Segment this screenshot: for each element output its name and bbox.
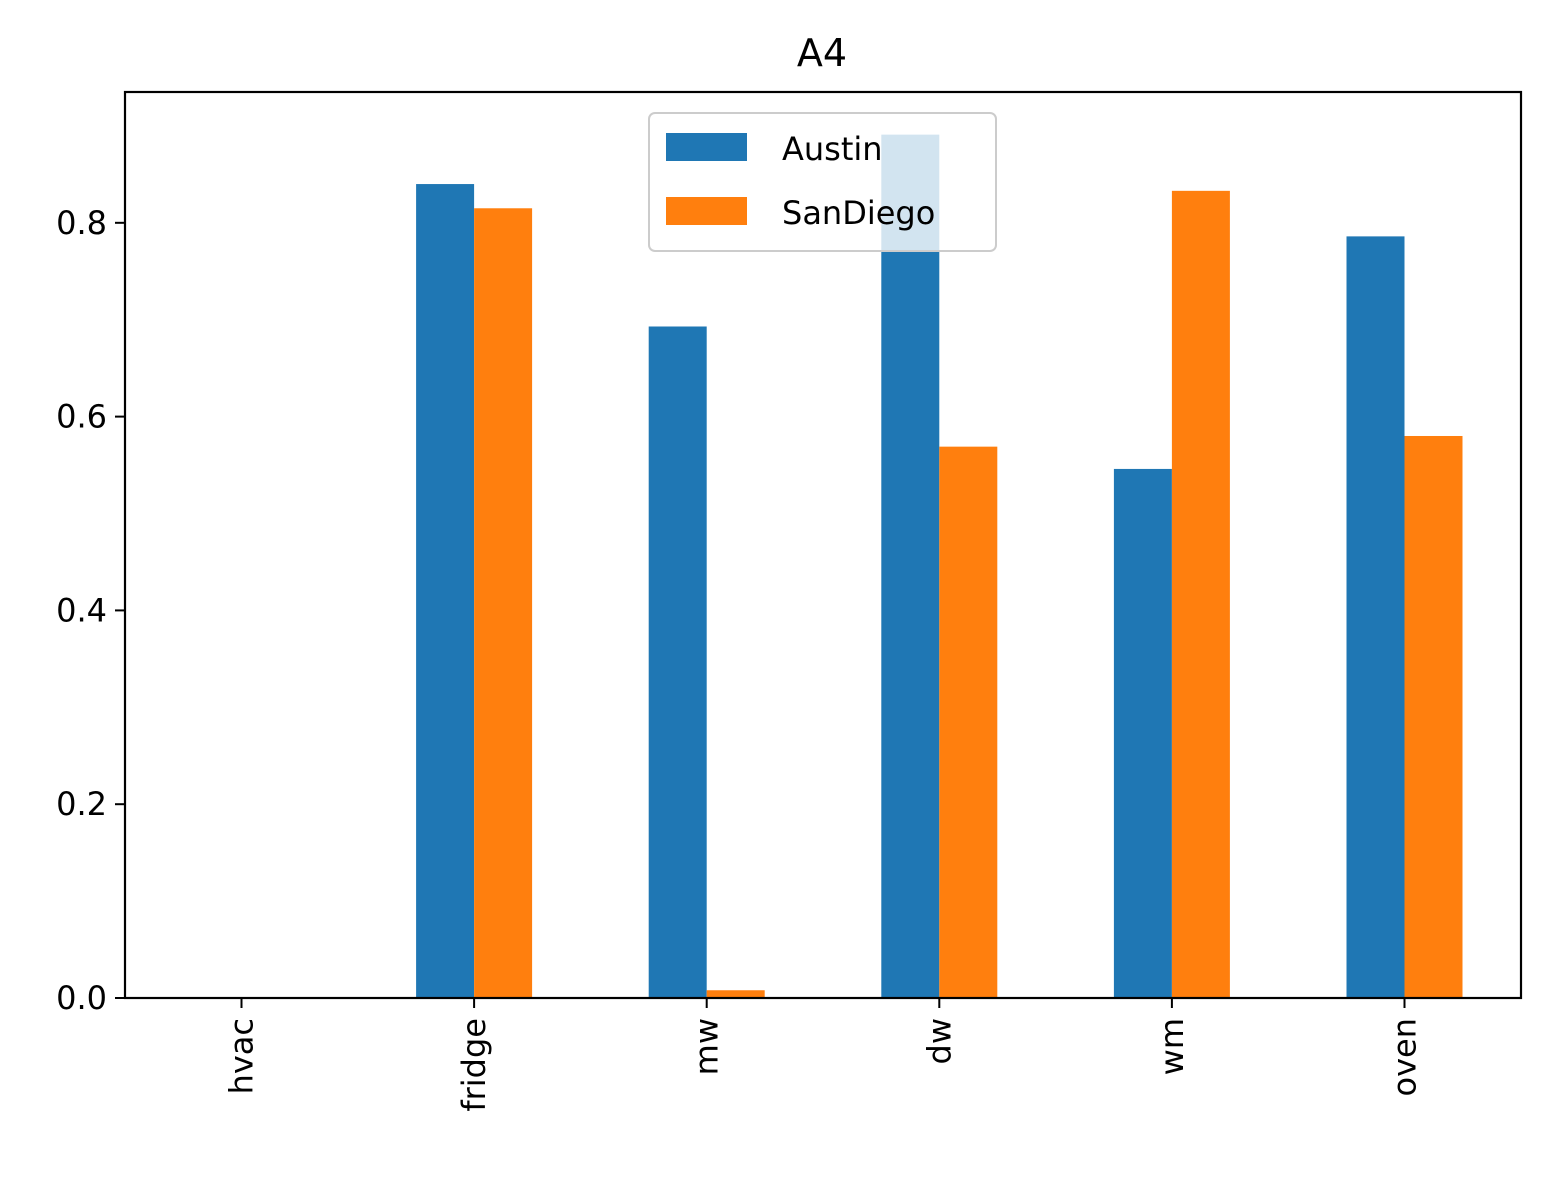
bar-austin-fridge: [416, 184, 475, 999]
x-tick-label-wm: wm: [1153, 1018, 1191, 1075]
y-tick-label-0.8: 0.8: [56, 204, 107, 242]
legend-label-austin: Austin: [782, 130, 883, 168]
x-axis: hvac fridge mw dw wm oven: [223, 998, 1424, 1112]
legend-swatch-austin: [666, 133, 747, 161]
x-tick-label-mw: mw: [688, 1018, 726, 1075]
legend-label-sandiego: SanDiego: [782, 194, 935, 232]
chart-title: A4: [797, 31, 847, 75]
y-tick-label-0.0: 0.0: [56, 979, 107, 1017]
legend-swatch-sandiego: [666, 197, 747, 225]
y-tick-label-0.4: 0.4: [56, 591, 107, 629]
bar-sandiego-fridge: [474, 208, 533, 998]
bar-sandiego-oven: [1404, 435, 1463, 998]
bar-austin-dw: [881, 134, 940, 998]
y-axis: 0.0 0.2 0.4 0.6 0.8: [56, 204, 125, 1017]
bars-group: [416, 134, 1463, 999]
bar-austin-wm: [1113, 468, 1172, 998]
legend: Austin SanDiego: [648, 112, 997, 252]
x-tick-label-oven: oven: [1386, 1018, 1424, 1096]
y-tick-label-0.2: 0.2: [56, 785, 107, 823]
bar-austin-mw: [648, 326, 707, 998]
y-tick-label-0.6: 0.6: [56, 398, 107, 436]
bar-sandiego-wm: [1171, 190, 1230, 998]
x-tick-label-dw: dw: [920, 1018, 958, 1064]
bar-sandiego-dw: [939, 446, 998, 998]
x-tick-label-fridge: fridge: [455, 1018, 493, 1112]
x-tick-label-hvac: hvac: [223, 1018, 261, 1094]
bar-austin-oven: [1346, 236, 1405, 999]
bar-sandiego-mw: [706, 990, 765, 998]
plot-frame: [123, 90, 1523, 1000]
